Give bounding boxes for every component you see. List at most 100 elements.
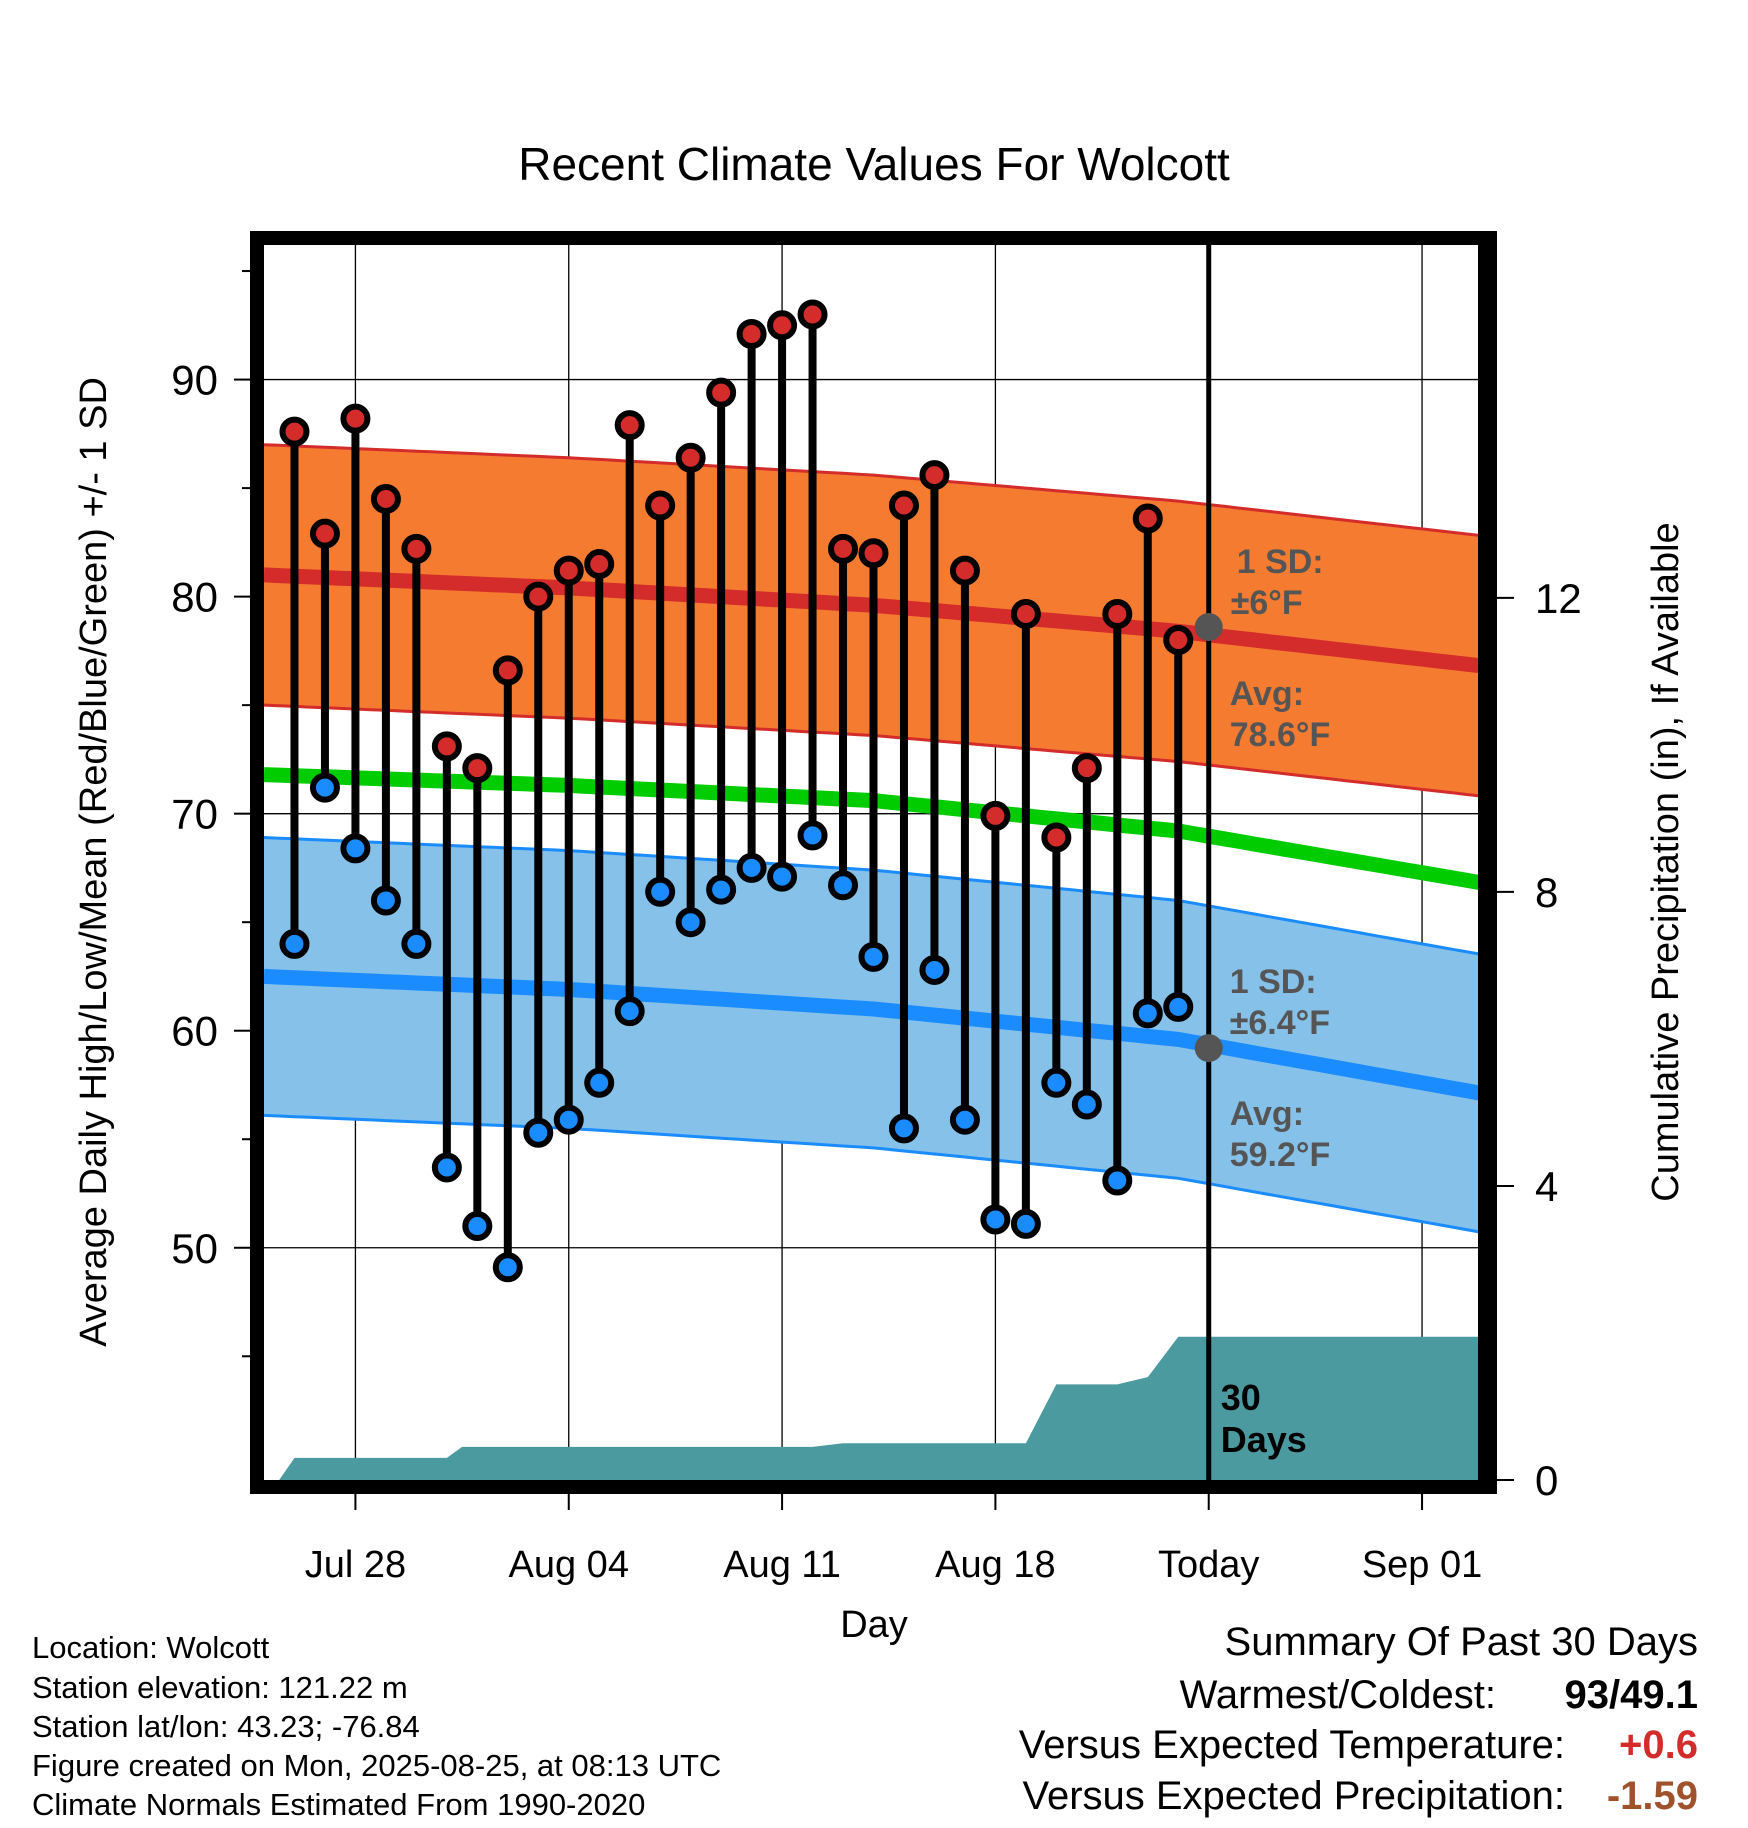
daily-high-point [675, 442, 706, 473]
y-tick-label: 70 [171, 791, 218, 838]
daily-high-point [492, 655, 523, 686]
y-axis-label: Average Daily High/Low/Mean (Red/Blue/Gr… [73, 377, 115, 1347]
daily-low-point [797, 820, 828, 851]
high-avg-label: Avg: [1230, 675, 1304, 713]
info-normals: Climate Normals Estimated From 1990-2020 [32, 1787, 646, 1822]
daily-high-point [736, 318, 767, 349]
daily-low-point [614, 996, 645, 1027]
daily-stems [290, 314, 1183, 1268]
plot-frame-right [1478, 238, 1490, 1487]
daily-high-point [1163, 625, 1194, 656]
daily-low-point [1102, 1165, 1133, 1196]
daily-high-point [401, 533, 432, 564]
summary-precip-value: -1.59 [1606, 1774, 1698, 1818]
daily-low-point [675, 907, 706, 938]
today-high-avg-marker [1194, 613, 1223, 642]
daily-low-point [888, 1113, 919, 1144]
daily-high-point [462, 753, 493, 784]
daily-low-point [1041, 1067, 1072, 1098]
y-tick-label: 50 [171, 1225, 218, 1272]
x-tick-label: Jul 28 [305, 1544, 406, 1586]
y-tick-label: 90 [171, 357, 218, 404]
y2-tick-label: 0 [1535, 1457, 1558, 1504]
daily-high-point [888, 490, 919, 521]
low-band-lower-edge [264, 1113, 1483, 1235]
summary-temp-value: +0.6 [1619, 1723, 1698, 1767]
daily-high-point [1041, 822, 1072, 853]
y-tick-label: 60 [171, 1008, 218, 1055]
daily-low-point [1010, 1208, 1041, 1239]
daily-low-point [736, 852, 767, 883]
daily-high-point [828, 533, 859, 564]
daily-high-point [523, 581, 554, 612]
daily-high-point [949, 555, 980, 586]
low-sd-value: ±6.4°F [1230, 1004, 1330, 1042]
daily-low-point [858, 941, 889, 972]
summary-warm-cold-label: Warmest/Coldest: [1179, 1673, 1496, 1717]
summary-precip-label: Versus Expected Precipitation: [1022, 1774, 1565, 1818]
daily-low-point [1071, 1089, 1102, 1120]
daily-low-point [828, 870, 859, 901]
info-created: Figure created on Mon, 2025-08-25, at 08… [32, 1748, 722, 1783]
daily-low-point [645, 876, 676, 907]
daily-low-point [980, 1204, 1011, 1235]
daily-low-point [279, 928, 310, 959]
daily-high-point [431, 731, 462, 762]
daily-low-point [949, 1104, 980, 1135]
precip-days-label: 30 [1221, 1377, 1261, 1418]
daily-high-point [767, 310, 798, 341]
daily-low-point [370, 885, 401, 916]
x-tick-label: Sep 01 [1362, 1544, 1482, 1586]
daily-low-point [1163, 991, 1194, 1022]
precip-layer [264, 1336, 1483, 1480]
daily-low-point [340, 833, 371, 864]
daily-high-point [706, 377, 737, 408]
today-low-avg-marker [1194, 1034, 1223, 1063]
daily-high-point [1010, 598, 1041, 629]
summary-warm-cold-value: 93/49.1 [1564, 1673, 1698, 1717]
low-avg-value: 59.2°F [1230, 1136, 1331, 1174]
daily-low-point [706, 874, 737, 905]
daily-high-point [370, 483, 401, 514]
high-sd-value: ±6°F [1231, 584, 1303, 622]
axis-layer: 50 60 70 80 90 0 4 8 12 Jul 28 Aug 04 Aug 11 Aug 18 T… [171, 231, 1582, 1586]
daily-high-point [309, 518, 340, 549]
info-elevation: Station elevation: 121.22 m [32, 1670, 408, 1705]
daily-high-point [919, 460, 950, 491]
daily-high-point [340, 403, 371, 434]
daily-high-point [1132, 503, 1163, 534]
x-axis-label: Day [840, 1604, 908, 1646]
daily-high-point [858, 538, 889, 569]
daily-low-point [492, 1252, 523, 1283]
daily-low-point [462, 1211, 493, 1242]
daily-low-point [919, 954, 950, 985]
normal-low-line [264, 968, 1483, 1102]
daily-high-point [553, 555, 584, 586]
y-tick-label: 80 [171, 574, 218, 621]
daily-high-point [797, 299, 828, 330]
daily-low-point [584, 1067, 615, 1098]
daily-low-point [401, 928, 432, 959]
daily-low-point [523, 1117, 554, 1148]
daily-high-point [614, 410, 645, 441]
chart-title: Recent Climate Values For Wolcott [518, 138, 1230, 190]
high-sd-label: 1 SD: [1237, 543, 1324, 581]
low-sd-label: 1 SD: [1230, 963, 1317, 1001]
daily-low-point [1132, 998, 1163, 1029]
x-tick-label: Aug 04 [509, 1544, 629, 1586]
low-avg-label: Avg: [1230, 1095, 1304, 1133]
daily-low-point [309, 772, 340, 803]
x-tick-label: Aug 18 [935, 1544, 1055, 1586]
y2-axis-label: Cumulative Precipitation (in), If Availa… [1645, 522, 1687, 1201]
x-tick-label: Aug 11 [723, 1544, 841, 1586]
info-location: Location: Wolcott [32, 1630, 270, 1665]
y2-tick-label: 8 [1535, 869, 1558, 916]
cumulative-precip-area [264, 1336, 1483, 1480]
daily-low-point [767, 861, 798, 892]
daily-low-point [553, 1104, 584, 1135]
daily-high-point [1102, 598, 1133, 629]
y2-tick-label: 12 [1535, 575, 1582, 622]
daily-high-point [279, 416, 310, 447]
